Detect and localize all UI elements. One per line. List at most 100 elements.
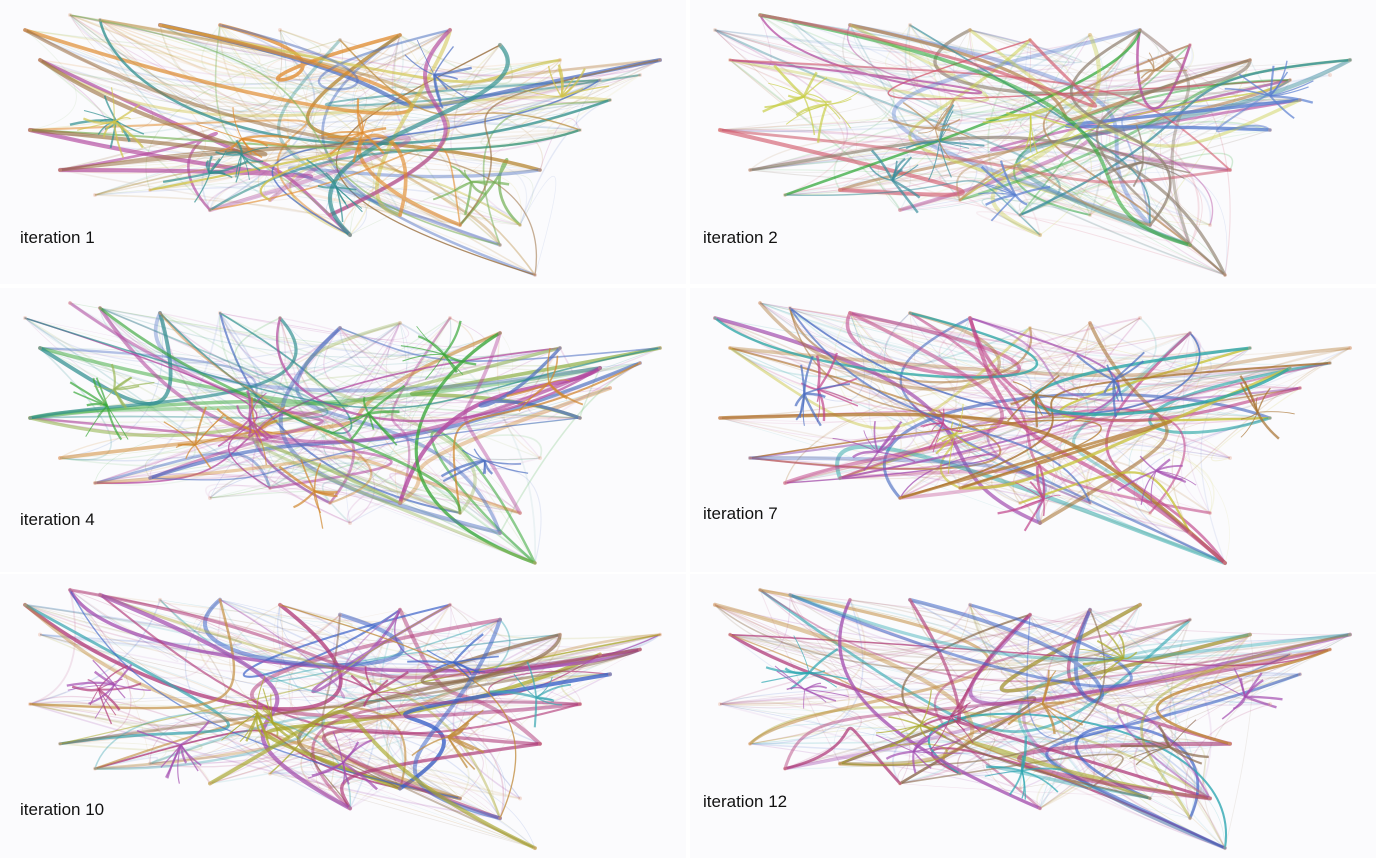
node [1028, 38, 1032, 42]
node [398, 786, 402, 790]
node [1018, 213, 1022, 217]
node [328, 501, 332, 505]
node [208, 782, 212, 786]
node [728, 633, 732, 637]
panel-label: iteration 10 [20, 800, 104, 820]
node [278, 28, 282, 32]
node [1223, 273, 1227, 277]
node [788, 18, 792, 22]
node [328, 213, 332, 217]
node [268, 198, 272, 202]
node [1298, 672, 1302, 676]
node [23, 603, 27, 607]
node [728, 346, 732, 350]
panel-iteration-2: iteration 2 [690, 0, 1376, 284]
node [838, 188, 842, 192]
node [898, 782, 902, 786]
node [458, 511, 462, 515]
node [208, 496, 212, 500]
node [658, 633, 662, 637]
node [638, 647, 642, 651]
node [498, 531, 502, 535]
edge-faint [390, 473, 535, 563]
node [1298, 98, 1302, 102]
branch [804, 97, 815, 135]
node [38, 633, 42, 637]
node [1028, 326, 1032, 330]
node [713, 316, 717, 320]
node [908, 598, 912, 602]
node [38, 346, 42, 350]
node [158, 598, 162, 602]
node [58, 742, 62, 746]
node [338, 613, 342, 617]
node [1138, 28, 1142, 32]
branch [1121, 746, 1170, 747]
node [98, 18, 102, 22]
node [398, 608, 402, 612]
node [1038, 806, 1042, 810]
node [218, 23, 222, 27]
node [498, 331, 502, 335]
node [533, 273, 537, 277]
node [533, 561, 537, 565]
node [1328, 647, 1332, 651]
node [1188, 331, 1192, 335]
node [518, 223, 522, 227]
bundled-edge-map [0, 288, 686, 572]
node [558, 633, 562, 637]
node [788, 306, 792, 310]
node [158, 311, 162, 315]
node [658, 346, 662, 350]
node [718, 416, 722, 420]
node [1088, 33, 1092, 37]
branch [112, 87, 115, 122]
bundled-edge-map [0, 0, 686, 284]
node [783, 767, 787, 771]
node [1188, 243, 1192, 247]
node [68, 301, 72, 305]
node [1138, 316, 1142, 320]
node [1228, 168, 1232, 172]
node [898, 208, 902, 212]
node [608, 98, 612, 102]
node [1138, 603, 1142, 607]
node [783, 481, 787, 485]
panel-iteration-7: iteration 7 [690, 288, 1376, 572]
branch [1044, 499, 1045, 516]
node [1188, 43, 1192, 47]
node [68, 588, 72, 592]
panel-iteration-12: iteration 12 [690, 574, 1376, 858]
node [398, 321, 402, 325]
node [658, 58, 662, 62]
edge-faint [520, 176, 556, 275]
node [1348, 633, 1352, 637]
node [1088, 321, 1092, 325]
node [398, 33, 402, 37]
node [148, 188, 152, 192]
node [1088, 786, 1092, 790]
node [1208, 223, 1212, 227]
node [518, 511, 522, 515]
node [538, 742, 542, 746]
node [1288, 366, 1292, 370]
node [748, 456, 752, 460]
node [1268, 128, 1272, 132]
node [68, 13, 72, 17]
branch [407, 661, 453, 662]
node [148, 476, 152, 480]
node [968, 316, 972, 320]
node [93, 767, 97, 771]
node [718, 128, 722, 132]
node [838, 762, 842, 766]
node [398, 501, 402, 505]
node [758, 588, 762, 592]
node [1223, 561, 1227, 565]
node [1248, 346, 1252, 350]
node [758, 13, 762, 17]
node [638, 73, 642, 77]
node [1088, 608, 1092, 612]
bundled-edge-map [690, 0, 1376, 284]
node [538, 456, 542, 460]
